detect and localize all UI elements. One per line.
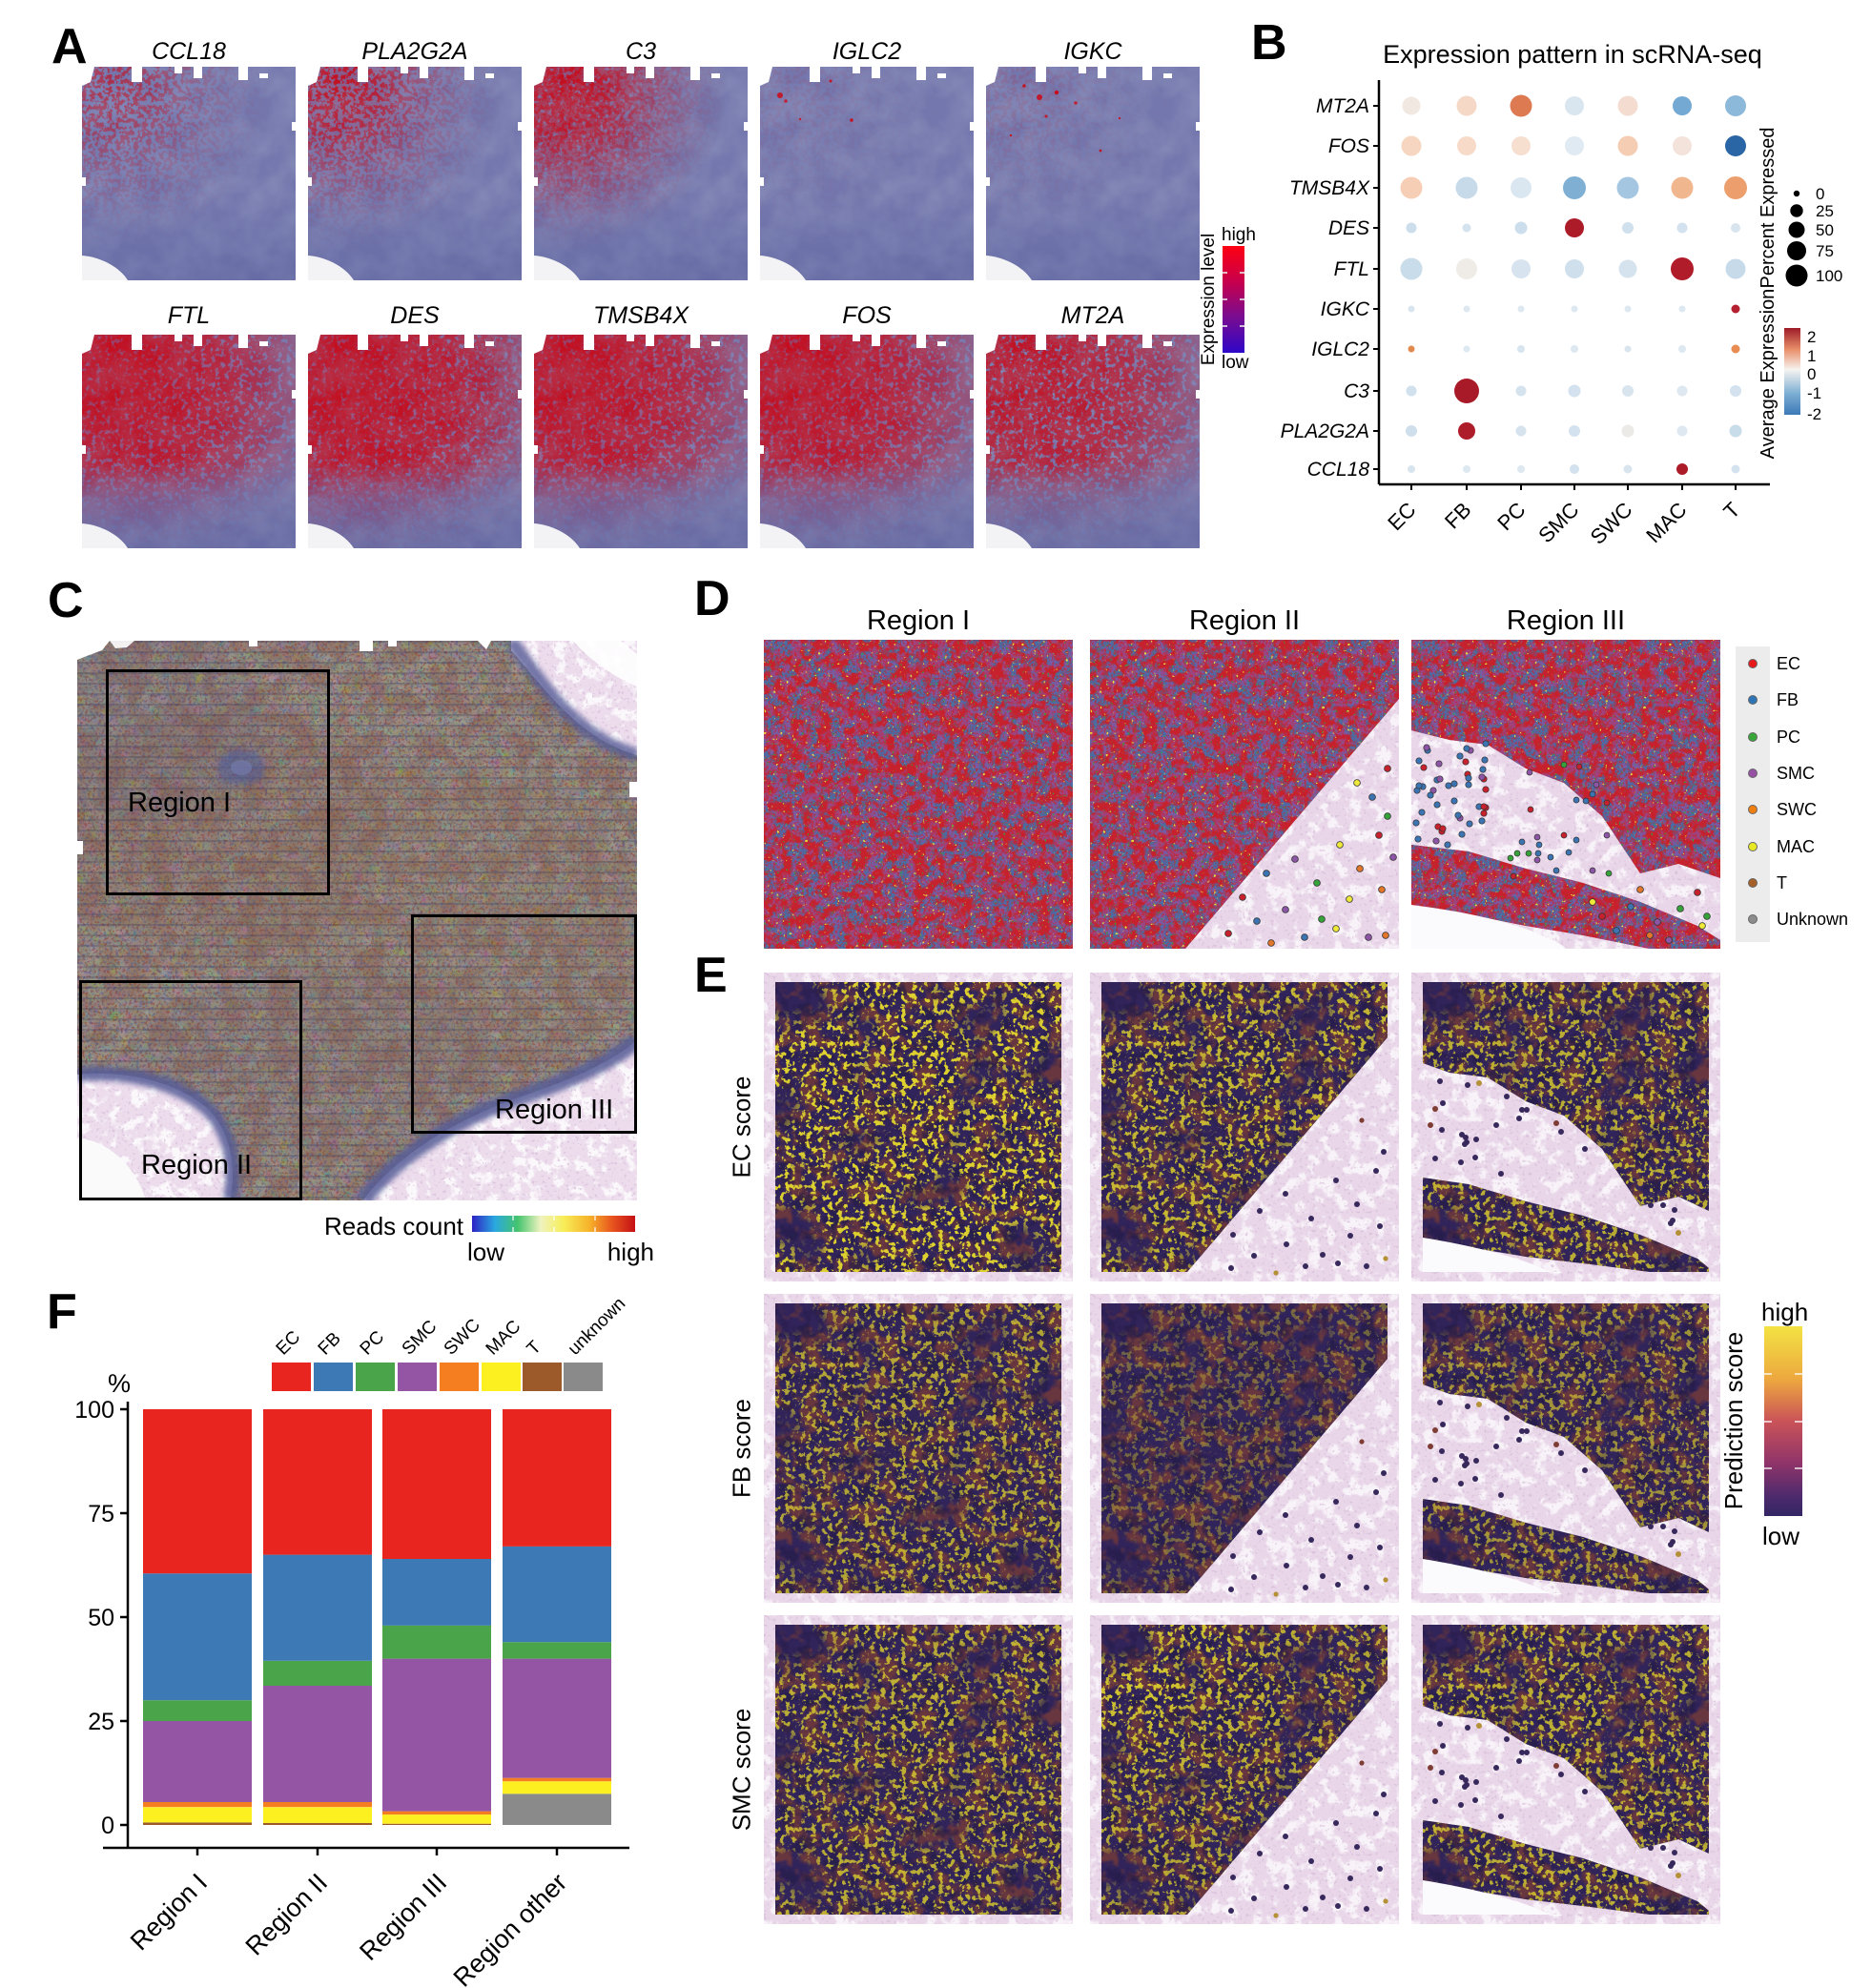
svg-text:IGKC: IGKC [1321, 298, 1370, 320]
svg-text:low: low [1222, 353, 1249, 373]
svg-text:CCL18: CCL18 [1307, 459, 1370, 481]
svg-text:SWC: SWC [441, 1315, 484, 1359]
svg-text:PLA2G2A: PLA2G2A [1281, 420, 1369, 442]
svg-text:FB: FB [1777, 690, 1799, 709]
svg-text:FB: FB [315, 1329, 345, 1360]
svg-text:Average Expression: Average Expression [1758, 289, 1778, 460]
svg-text:100: 100 [74, 1397, 114, 1424]
svg-text:MT2A: MT2A [1316, 95, 1369, 117]
svg-text:100: 100 [1816, 267, 1842, 285]
svg-text:PC: PC [357, 1327, 389, 1360]
svg-text:Expression pattern in scRNA-se: Expression pattern in scRNA-seq [1383, 40, 1762, 69]
svg-text:Reads count: Reads count [324, 1212, 464, 1240]
svg-text:Prediction score: Prediction score [1719, 1332, 1748, 1509]
svg-text:low: low [1762, 1522, 1799, 1550]
svg-text:Region III: Region III [354, 1868, 452, 1966]
svg-text:high: high [1222, 225, 1256, 245]
svg-text:low: low [467, 1238, 504, 1266]
svg-text:PC: PC [1777, 728, 1800, 747]
svg-text:EC: EC [1383, 498, 1420, 535]
svg-text:PC: PC [1492, 498, 1530, 535]
svg-text:high: high [607, 1238, 654, 1266]
svg-text:-1: -1 [1807, 384, 1821, 402]
svg-text:SMC: SMC [1777, 764, 1815, 783]
svg-text:0: 0 [101, 1813, 114, 1839]
svg-text:Region I: Region I [125, 1868, 213, 1956]
svg-text:DES: DES [1328, 217, 1369, 239]
svg-text:0: 0 [1807, 365, 1816, 383]
svg-text:MAC: MAC [483, 1317, 525, 1360]
svg-text:25: 25 [88, 1709, 114, 1735]
svg-text:25: 25 [1816, 202, 1834, 220]
svg-text:Expression level: Expression level [1199, 234, 1219, 365]
svg-text:Region II: Region II [240, 1868, 334, 1961]
svg-text:EC: EC [273, 1327, 305, 1360]
svg-text:unknown: unknown [565, 1294, 630, 1360]
svg-text:-2: -2 [1807, 405, 1821, 423]
svg-text:0: 0 [1816, 185, 1824, 203]
svg-text:C3: C3 [1344, 380, 1369, 402]
svg-text:MAC: MAC [1641, 498, 1691, 547]
svg-text:50: 50 [1816, 221, 1834, 239]
svg-text:EC: EC [1777, 654, 1800, 673]
svg-text:SMC: SMC [399, 1317, 442, 1360]
svg-text:IGLC2: IGLC2 [1311, 338, 1369, 360]
svg-text:FTL: FTL [1334, 258, 1369, 280]
svg-text:Percent Expressed: Percent Expressed [1758, 128, 1778, 289]
svg-text:Region other: Region other [448, 1868, 573, 1988]
svg-text:Unknown: Unknown [1777, 910, 1848, 929]
svg-text:50: 50 [88, 1605, 114, 1631]
svg-text:T: T [524, 1337, 545, 1359]
svg-text:MAC: MAC [1777, 837, 1815, 856]
svg-text:T: T [1718, 498, 1744, 523]
svg-text:FOS: FOS [1328, 135, 1369, 157]
svg-text:high: high [1761, 1298, 1808, 1326]
svg-text:%: % [108, 1369, 131, 1398]
svg-text:FB: FB [1440, 498, 1476, 534]
svg-text:SMC: SMC [1533, 498, 1583, 547]
svg-text:TMSB4X: TMSB4X [1289, 177, 1370, 199]
svg-text:SWC: SWC [1777, 800, 1817, 819]
svg-text:1: 1 [1807, 347, 1816, 365]
svg-text:75: 75 [1816, 242, 1834, 260]
svg-text:2: 2 [1807, 328, 1816, 346]
svg-text:T: T [1777, 873, 1787, 892]
svg-text:75: 75 [88, 1501, 114, 1527]
svg-text:SWC: SWC [1586, 498, 1637, 549]
